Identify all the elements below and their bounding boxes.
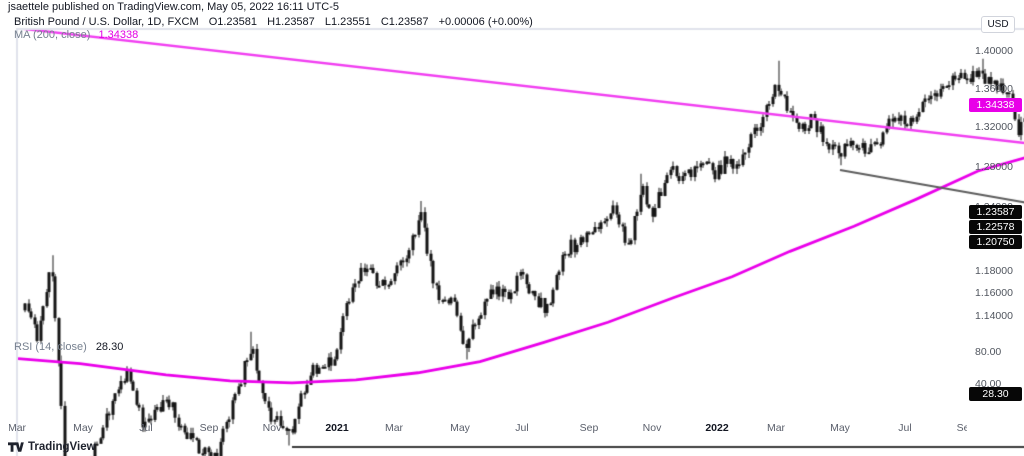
rsi-axis-tick: 80.00 [975,346,1002,358]
tradingview-logo[interactable]: TradingView [8,441,96,453]
symbol-name: British Pound / U.S. Dollar [14,16,142,28]
price-axis-tick: 1.28000 [975,160,1013,173]
ohlc-open: O1.23581 [208,16,258,28]
time-axis-label: 2021 [325,422,349,434]
time-axis-label: Jul [139,422,153,434]
change-value: +0.00006 (+0.00%) [438,16,533,28]
price-axis-tick: 1.16000 [975,287,1013,300]
ohlc-close: C1.23587 [380,16,429,28]
level1-price-label: 1.22578 [969,219,1022,234]
time-axis-label: Sep [579,422,599,434]
time-axis-label: Mar [9,422,27,434]
time-axis-label: Nov [262,422,282,434]
time-axis-labels: Mar May Jul Sep Nov 2021 Mar May Jul Sep Nov 2022 Ma… [9,420,967,436]
time-axis-label: Mar [384,422,404,434]
ma-price-label: 1.34338 [969,98,1022,113]
ma-legend[interactable]: MA (200, close) 1.34338 [14,29,138,41]
rsi-value: 28.30 [95,341,124,353]
time-axis-label: Sep [199,422,219,434]
rsi-label: RSI (14, close) [14,341,87,353]
currency-toggle-button[interactable]: USD [981,16,1015,33]
time-axis-label: May [830,422,850,434]
price-axis-tick: 1.14000 [975,309,1013,322]
tradingview-logo-text: TradingView [28,441,96,453]
price-axis-tick: 1.18000 [975,265,1013,278]
ma-label: MA (200, close) [14,29,91,41]
time-axis-label: Mar [766,422,786,434]
price-axis-tick: 1.36000 [975,82,1013,95]
symbol-legend[interactable]: British Pound / U.S. Dollar, 1D, FXCM O1… [14,16,533,28]
time-axis-label: May [450,422,470,434]
time-axis-label: Jul [515,422,529,434]
rsi-value-label: 28.30 [969,386,1022,401]
ohlc-low: L1.23551 [324,16,371,28]
time-axis-label: Jul [898,422,912,434]
symbol-meta: , 1D, FXCM [141,16,199,28]
price-axis-tick: 1.40000 [975,45,1013,58]
last-price-label: 1.23587 [969,205,1022,220]
rsi-legend[interactable]: RSI (14, close) 28.30 [14,341,123,353]
time-axis-label: May [73,422,93,434]
attribution-text: jsaettele published on TradingView.com, … [8,1,340,13]
ma-value: 1.34338 [98,29,139,41]
time-axis-label: 2022 [705,422,729,434]
price-axis-tick: 1.32000 [975,121,1013,134]
time-axis-label: Sep [956,422,967,434]
ohlc-high: H1.23587 [267,16,315,28]
tradingview-logo-icon [8,441,24,452]
level2-price-label: 1.20750 [969,235,1022,250]
time-axis-label: Nov [642,422,662,434]
